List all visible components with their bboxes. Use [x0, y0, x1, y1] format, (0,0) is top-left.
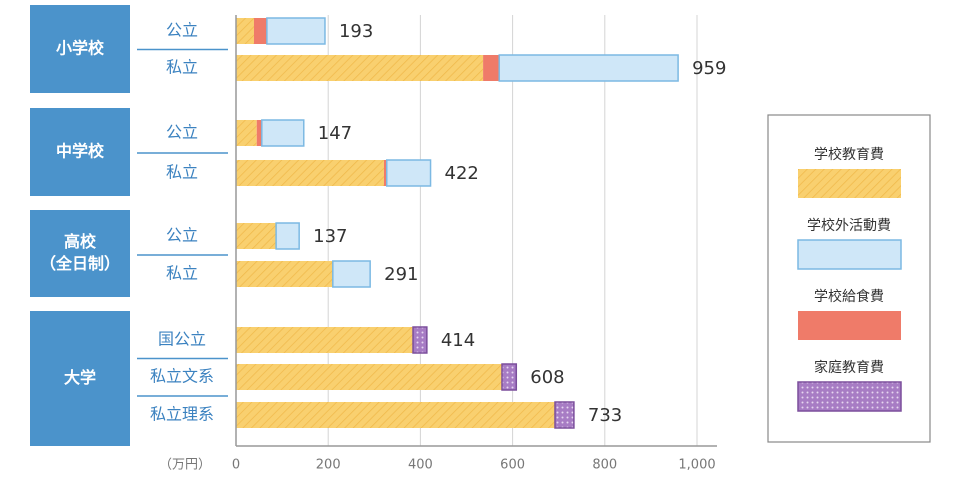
legend-label: 家庭教育費 [814, 359, 884, 376]
row-label: 公立 [166, 21, 198, 40]
x-tick-label: 1,000 [678, 458, 715, 473]
bar-segment [554, 401, 575, 429]
row-label: 私立 [166, 264, 198, 283]
x-tick-label: 600 [500, 458, 525, 473]
total-label: 959 [692, 58, 726, 79]
legend-swatch [797, 239, 902, 270]
bar-segment [236, 223, 277, 249]
row-label: 国公立 [158, 330, 206, 349]
row-label: 私立理系 [150, 405, 214, 424]
bar-segment [261, 119, 305, 147]
row-label: 私立 [166, 58, 198, 77]
legend-swatch [797, 381, 902, 412]
bar-segment [483, 55, 500, 81]
total-label: 291 [384, 264, 418, 285]
x-tick-label: 0 [232, 458, 240, 473]
total-label: 414 [441, 330, 475, 351]
bar-segment [253, 18, 267, 44]
bar-segment [383, 160, 387, 186]
bar-segment [236, 160, 384, 186]
total-label: 193 [339, 21, 373, 42]
group-label: 高校 [64, 232, 97, 251]
row-label: 私立文系 [150, 367, 214, 386]
legend-swatch [798, 169, 901, 198]
legend-label: 学校外活動費 [807, 217, 891, 234]
group-box [30, 108, 130, 196]
x-unit: （万円） [159, 458, 211, 473]
bar-segment [236, 120, 257, 146]
legend-label: 学校教育費 [814, 146, 884, 163]
group-label: 小学校 [56, 39, 105, 58]
x-tick-label: 400 [408, 458, 433, 473]
x-tick-label: 800 [592, 458, 617, 473]
total-label: 608 [530, 367, 564, 388]
group-label: 大学 [64, 368, 96, 387]
row-label: 公立 [166, 123, 198, 142]
group-box [30, 311, 130, 446]
bar-segment [236, 402, 556, 428]
x-tick-label: 200 [316, 458, 341, 473]
bar-segment [412, 326, 428, 354]
group-label: 中学校 [56, 142, 105, 161]
bar-segment [275, 222, 300, 250]
bar-segment [501, 363, 518, 391]
bar-segment [266, 17, 326, 45]
bar-segment [236, 18, 254, 44]
group-box [30, 210, 130, 297]
bar-segment [236, 261, 333, 287]
bar-segment [498, 54, 679, 82]
group-box [30, 5, 130, 93]
group-label: （全日制） [40, 254, 120, 273]
row-label: 公立 [166, 226, 198, 245]
total-label: 147 [318, 123, 352, 144]
bar-segment [332, 260, 371, 288]
total-label: 137 [313, 226, 347, 247]
bar-segment [236, 364, 502, 390]
row-label: 私立 [166, 163, 198, 182]
total-label: 422 [445, 163, 479, 184]
total-label: 733 [588, 405, 622, 426]
bar-segment [256, 120, 262, 146]
legend-label: 学校給食費 [814, 288, 884, 305]
bar-segment [236, 55, 484, 81]
legend-swatch [798, 311, 901, 340]
bar-segment [236, 327, 414, 353]
bar-segment [385, 159, 432, 187]
